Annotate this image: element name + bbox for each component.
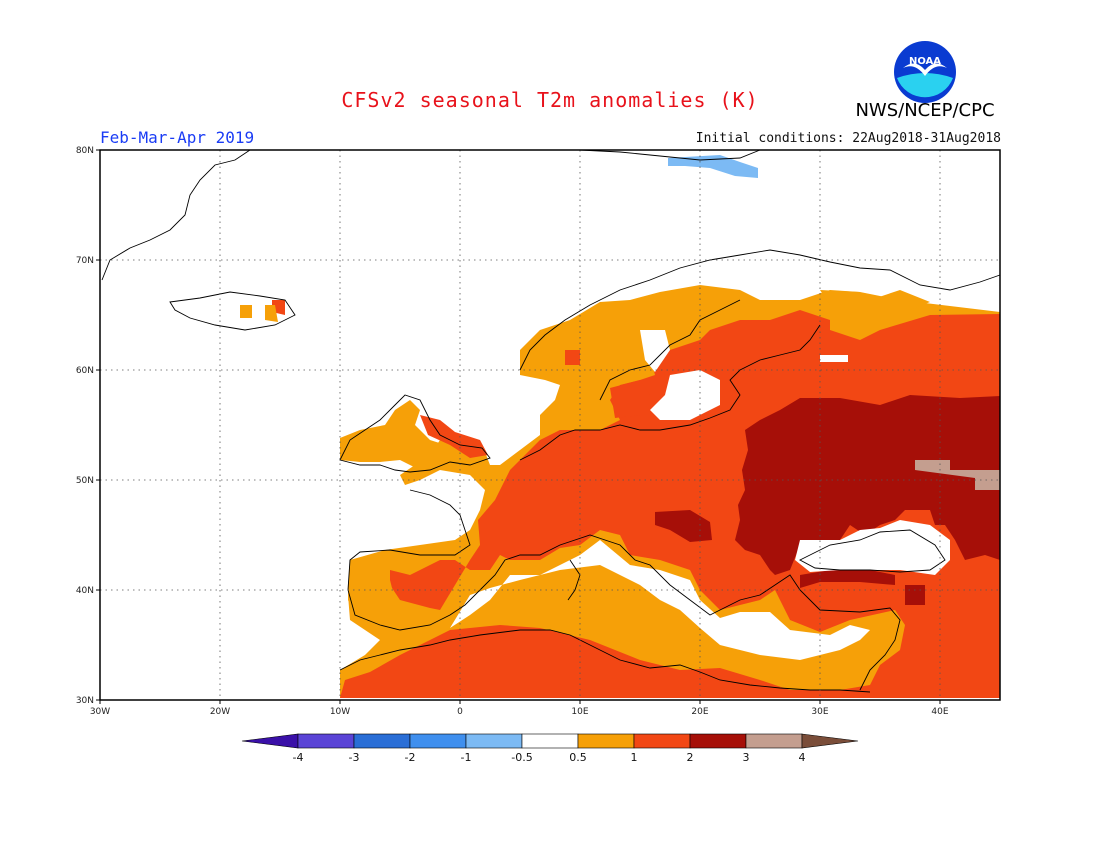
forecast-period: Feb-Mar-Apr 2019: [100, 128, 255, 147]
colorbar-swatch: [409, 733, 467, 749]
colorbar-label: 4: [799, 751, 806, 764]
colorbar-swatch: [465, 733, 523, 749]
colorbar-swatch: [297, 733, 355, 749]
lon-ticks: 30W 20W 10W 0 10E 20E 30E 40E: [90, 700, 949, 717]
map-title: CFSv2 seasonal T2m anomalies (K): [341, 88, 759, 112]
colorbar-swatch: [521, 733, 579, 749]
colorbar-label: -2: [405, 751, 416, 764]
lon-label-30e: 30E: [811, 707, 828, 717]
lat-label-30n: 30N: [76, 696, 94, 706]
logo-text: NOAA: [909, 56, 941, 67]
anomaly-shading: [240, 155, 1000, 698]
colorbar-label: 3: [743, 751, 750, 764]
colorbar-swatch-max: [801, 733, 859, 749]
near-zero-region: [450, 540, 870, 660]
colorbar-label: 0.5: [569, 751, 587, 764]
map-frame: [99, 149, 1001, 701]
colorbar-label: 2: [687, 751, 694, 764]
lat-label-40n: 40N: [76, 586, 94, 596]
lon-label-40e: 40E: [931, 707, 948, 717]
anomaly-region-2-3: [735, 395, 1000, 575]
initial-conditions: Initial conditions: 22Aug2018-31Aug2018: [695, 131, 1001, 146]
lon-label-10w: 10W: [330, 707, 350, 717]
colorbar-swatch: [689, 733, 747, 749]
lon-label-20e: 20E: [691, 707, 708, 717]
lat-label-70n: 70N: [76, 256, 94, 266]
lon-label-0: 0: [457, 707, 463, 717]
colorbar-label: -0.5: [511, 751, 532, 764]
lon-label-10e: 10E: [571, 707, 588, 717]
lat-label-60n: 60N: [76, 366, 94, 376]
lat-ticks: 80N 70N 60N 50N 40N 30N: [76, 146, 100, 706]
noaa-logo-icon: NOAA: [894, 41, 956, 103]
colorbar-label: -1: [461, 751, 472, 764]
lon-label-20w: 20W: [210, 707, 230, 717]
colorbar-label: 1: [631, 751, 638, 764]
colorbar-swatch: [745, 733, 803, 749]
colorbar-swatch: [353, 733, 411, 749]
lat-label-80n: 80N: [76, 146, 94, 156]
coastlines: [101, 149, 1001, 693]
agency-label: NWS/NCEP/CPC: [855, 100, 995, 121]
colorbar-swatch: [577, 733, 635, 749]
colorbar-swatch: [633, 733, 691, 749]
lat-label-50n: 50N: [76, 476, 94, 486]
graticule: [100, 150, 1000, 700]
colorbar-label: -3: [349, 751, 360, 764]
anomaly-region-negative: [668, 155, 758, 178]
colorbar: -4 -3 -2 -1 -0.5 0.5 1 2 3 4: [241, 733, 859, 764]
anomaly-region-3-4: [915, 460, 1000, 490]
lon-label-30w: 30W: [90, 707, 110, 717]
colorbar-label: -4: [293, 751, 304, 764]
colorbar-swatch-min: [241, 733, 299, 749]
